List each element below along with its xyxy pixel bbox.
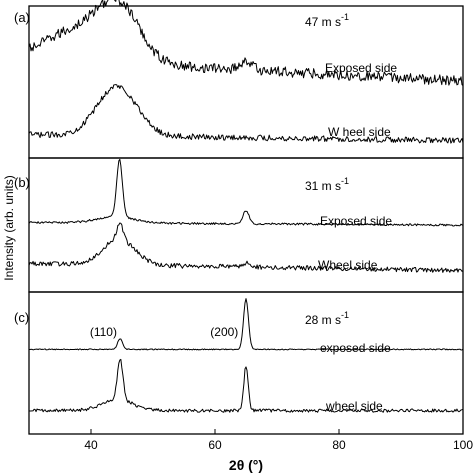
- condition-label: 31 m s-1: [305, 176, 349, 193]
- x-tick-label: 60: [208, 438, 222, 452]
- series-line: [28, 358, 464, 413]
- condition-value: 47 m s: [305, 15, 341, 29]
- condition-value: 31 m s: [305, 179, 341, 193]
- peak-annotation: (200): [210, 325, 238, 339]
- condition-label: 47 m s-1: [305, 12, 349, 29]
- series-label: Wheel side: [318, 258, 378, 272]
- x-axis: 40 60 80 100: [84, 429, 473, 452]
- series-line: [28, 158, 464, 227]
- series-label: Exposed side: [320, 214, 392, 228]
- series-label: W heel side: [328, 125, 391, 139]
- series-label: wheel side: [325, 399, 383, 413]
- panel-3: (c) 28 m s-1 exposed side wheel side (110) (2…: [14, 291, 464, 435]
- peak-annotation: (110): [90, 325, 117, 339]
- condition-exponent: -1: [341, 176, 349, 186]
- panel-label: (a): [14, 10, 30, 25]
- y-axis-title: Intensity (arb. units): [2, 175, 16, 280]
- panel-frame: [28, 291, 464, 435]
- series-line: [28, 84, 464, 144]
- panel-2: (b) 31 m s-1 Exposed side Wheel side: [14, 157, 464, 293]
- x-tick-label: 40: [84, 438, 98, 452]
- condition-exponent: -1: [341, 310, 349, 320]
- condition-value: 28 m s: [305, 313, 341, 327]
- series-line: [28, 0, 464, 86]
- series-line: [28, 298, 464, 351]
- panel-label: (c): [14, 310, 29, 325]
- series-line: [28, 222, 464, 273]
- condition-label: 28 m s-1: [305, 310, 349, 327]
- condition-exponent: -1: [341, 12, 349, 22]
- x-axis-title: 2θ (°): [229, 457, 263, 473]
- x-tick-label: 80: [332, 438, 346, 452]
- panel-label: (b): [14, 175, 30, 190]
- series-label: exposed side: [320, 341, 391, 355]
- series-label: Exposed side: [325, 61, 397, 75]
- panel-1: (a) 47 m s-1 Exposed side W heel side: [14, 0, 464, 159]
- x-tick-label: 100: [453, 438, 473, 452]
